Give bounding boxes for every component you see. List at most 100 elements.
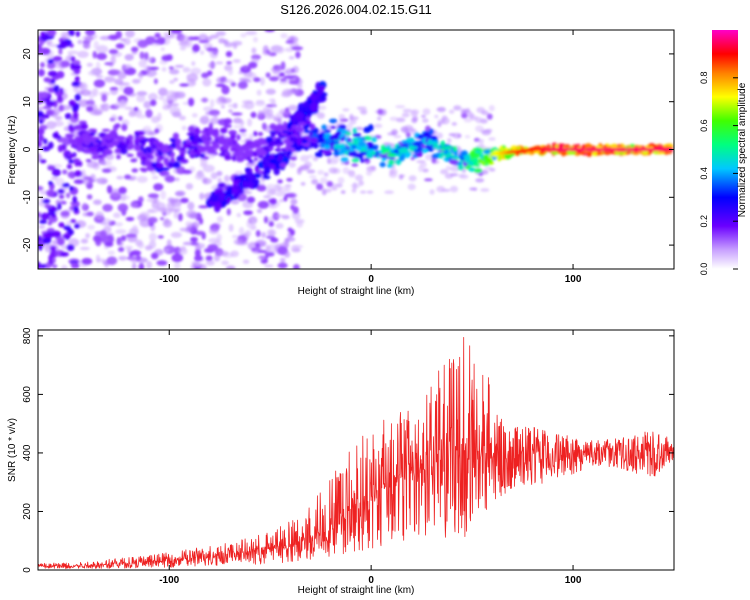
heatmap-ridge-blob [192,138,199,143]
heatmap-speckle [257,200,270,209]
heatmap-speckle [54,115,63,121]
heatmap-speckle [86,194,93,200]
heatmap-speckle [178,115,187,121]
heatmap-speckle [262,106,270,115]
heatmap-speckle [227,266,233,269]
heatmap-ridge-blob [284,146,290,152]
heatmap-speckle [192,36,201,41]
heatmap-speckle [346,122,353,130]
heatmap-speckle [99,104,106,109]
heatmap-speckle [360,109,368,115]
heatmap-ridge-blob [425,143,434,149]
heatmap-tail-blob [261,156,271,166]
heatmap-speckle [164,218,170,225]
heatmap-speckle [92,234,102,243]
heatmap-speckle [190,212,198,219]
heatmap-speckle [157,235,164,239]
heatmap-speckle [484,166,493,170]
heatmap-speckle [77,50,89,59]
heatmap-speckle [38,119,44,124]
heatmap-speckle [269,76,279,82]
heatmap-speckle [465,108,470,112]
heatmap-speckle [78,99,90,108]
heatmap-ridge-blob [120,148,128,155]
heatmap-speckle [323,172,329,177]
heatmap-speckle [179,227,190,232]
heatmap-speckle [200,97,209,103]
snr-xtick-label: 0 [368,575,374,586]
heatmap-ridge-blob [233,151,239,156]
heatmap-speckle [174,177,180,182]
heatmap-speckle [437,121,442,128]
heatmap-speckle [114,222,124,227]
heatmap-speckle [169,103,180,107]
heatmap-ridge-blob [329,134,336,141]
heatmap-speckle [190,236,198,243]
heatmap-speckle [228,67,234,76]
heatmap-speckle [146,260,153,269]
heatmap-ridge-blob [232,154,237,162]
heatmap-speckle [47,141,54,149]
heatmap-ridge-blob [438,154,444,159]
heatmap-speckle [200,158,208,166]
heatmap-speckle [132,78,141,84]
heatmap-speckle [153,78,158,85]
heatmap-ridge-blob [446,151,452,157]
heatmap-speckle [374,123,383,129]
heatmap-speckle [146,65,151,74]
heatmap-ridge-blob [91,136,101,140]
heatmap-speckle [334,183,340,188]
heatmap-speckle [407,183,416,191]
heatmap-speckle [321,188,327,196]
heatmap-speckle [57,202,62,211]
heatmap-speckle [395,105,406,109]
heatmap-speckle [173,262,181,269]
heatmap-speckle [243,210,253,216]
heatmap-tail-blob [233,193,240,198]
heatmap-speckle [475,125,484,133]
heatmap-speckle [422,168,429,173]
heatmap-ridge-blob [98,132,107,138]
heatmap-speckle [475,178,485,183]
heatmap-ridge-blob [186,132,195,136]
heatmap-ridge-core [550,147,557,152]
heatmap-speckle [210,172,218,180]
heatmap-speckle [240,33,247,38]
heatmap-speckle [242,64,249,71]
heatmap-ridge-blob [379,161,386,168]
heatmap-speckle [146,198,158,202]
heatmap-speckle [408,175,417,182]
heatmap-ridge-blob [367,145,374,150]
spectrogram-heatmap [38,30,674,269]
heatmap-speckle [486,113,493,120]
heatmap-ridge-blob [358,140,367,147]
heatmap-ridge-blob [68,137,74,142]
heatmap-ridge-blob [359,151,368,156]
heatmap-speckle [215,61,224,65]
heatmap-speckle [213,253,221,262]
heatmap-speckle [52,264,58,269]
heatmap-speckle [257,110,264,118]
heatmap-ridge-blob [147,149,152,154]
heatmap-speckle [157,112,162,121]
heatmap-speckle [68,30,75,37]
heatmap-speckle [38,134,45,142]
heatmap-speckle [295,51,301,59]
heatmap-speckle [38,243,43,251]
heatmap-speckle [422,108,431,115]
heatmap-ridge-blob [111,130,118,136]
heatmap-speckle [38,44,42,53]
heatmap-ridge-blob [270,133,276,138]
heatmap-speckle [286,89,299,95]
heatmap-speckle [81,169,86,177]
heatmap-ridge-blob [431,142,439,149]
heatmap-ridge-blob [229,134,236,140]
heatmap-ridge-blob [205,145,215,152]
heatmap-speckle [47,58,54,64]
heatmap-speckle [104,241,114,247]
heatmap-speckle [73,206,79,212]
heatmap-ridge-blob [298,136,306,141]
heatmap-speckle [74,223,80,229]
heatmap-speckle [205,111,215,116]
heatmap-speckle [120,197,127,202]
